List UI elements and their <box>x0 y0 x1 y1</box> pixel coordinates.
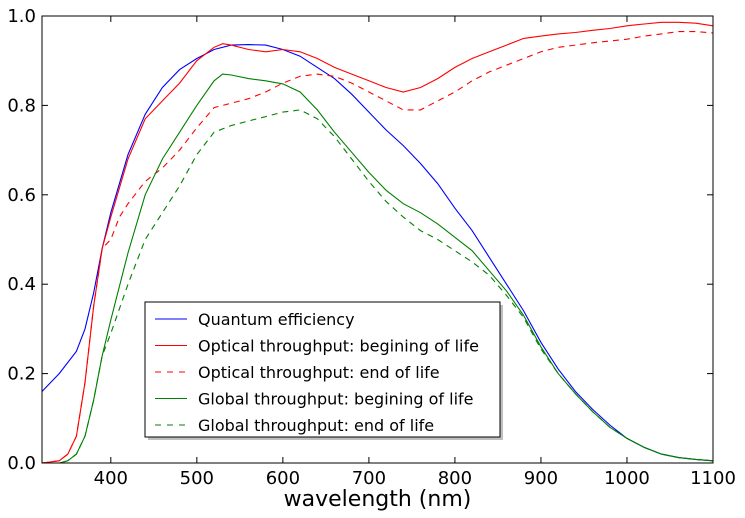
axis-ticks <box>42 15 714 464</box>
x-tick-label: 800 <box>438 468 472 489</box>
x-tick-label: 900 <box>524 468 558 489</box>
series-line-1 <box>41 44 714 462</box>
series-line-4 <box>42 73 714 464</box>
legend-entry-3: Optical throughput: end of life <box>198 363 440 382</box>
plot-frame <box>41 15 714 464</box>
x-tick-label: 1000 <box>604 468 650 489</box>
legend-box <box>144 301 501 438</box>
x-tick-label: 400 <box>94 468 128 489</box>
x-tick-label: 700 <box>352 468 386 489</box>
y-tick-label: 0.8 <box>7 95 36 116</box>
x-tick-label: 1100 <box>690 468 736 489</box>
x-axis-label: wavelength (nm) <box>284 487 472 512</box>
axis-tick-labels: 400 500 600 700 800 900 1000 1100 0.0 0.2 0.4 0.6 0.… <box>7 6 736 489</box>
legend-entry-1: Quantum efficiency <box>198 310 355 329</box>
y-tick-label: 0.2 <box>7 364 36 385</box>
legend: Quantum efficiency Optical throughput: be… <box>144 301 503 440</box>
x-tick-label: 600 <box>266 468 300 489</box>
legend-entry-5: Global throughput: end of life <box>198 416 434 435</box>
legend-entry-4: Global throughput: begining of life <box>198 390 473 409</box>
series-line-2 <box>41 21 714 464</box>
series-line-3 <box>41 31 714 464</box>
legend-entry-2: Optical throughput: begining of life <box>198 337 479 356</box>
plot-lines <box>41 21 714 464</box>
y-tick-label: 0.6 <box>7 185 36 206</box>
y-tick-label: 1.0 <box>7 6 36 27</box>
x-tick-label: 500 <box>180 468 214 489</box>
y-tick-label: 0.4 <box>7 274 36 295</box>
series-line-5 <box>42 109 714 464</box>
y-tick-label: 0.0 <box>7 453 36 474</box>
